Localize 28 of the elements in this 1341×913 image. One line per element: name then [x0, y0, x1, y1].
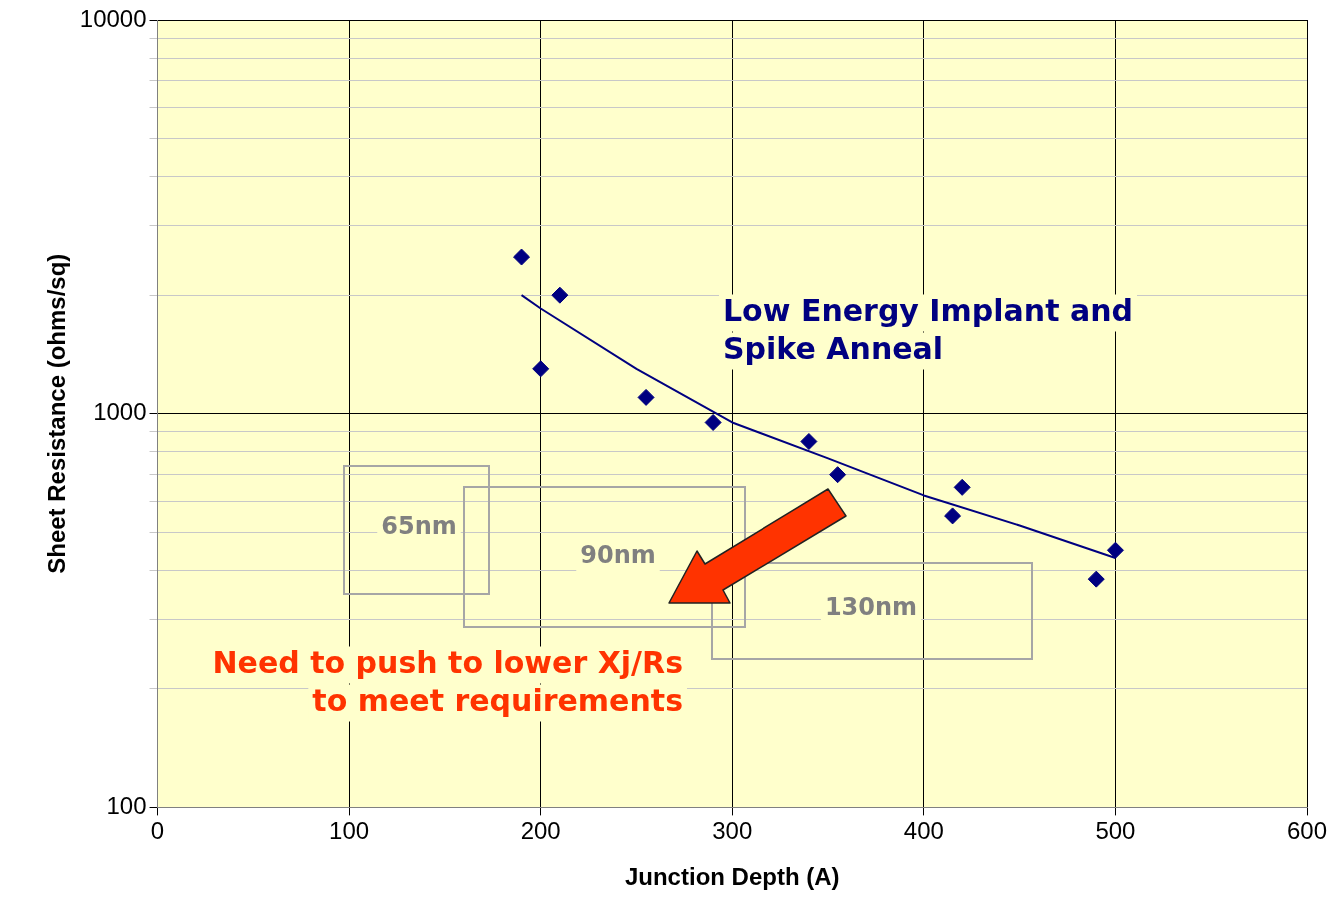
- y-tick-label: 100: [106, 792, 147, 820]
- x-tick-label: 0: [150, 817, 165, 845]
- x-axis-title: Junction Depth (A): [624, 863, 840, 891]
- point: [637, 388, 655, 406]
- point: [704, 413, 722, 431]
- point: [953, 478, 971, 496]
- annotation: 130nm: [824, 593, 918, 622]
- point: [1106, 541, 1124, 559]
- annotation: 65nm: [381, 512, 457, 541]
- annotation: 90nm: [580, 541, 656, 570]
- y-tick-label: 10000: [79, 4, 147, 32]
- y-tick-label: 1000: [93, 398, 147, 426]
- annotation: Low Energy Implant and Spike Anneal: [723, 292, 1133, 366]
- y-axis-title: Sheet Resistance (ohms/sq): [43, 253, 71, 574]
- x-tick-label: 400: [903, 817, 944, 845]
- x-tick-label: 600: [1286, 817, 1328, 845]
- x-tick-label: 200: [520, 817, 561, 845]
- x-tick-label: 500: [1095, 817, 1136, 845]
- point: [829, 466, 847, 484]
- point: [944, 507, 962, 525]
- annotation: Need to push to lower Xj/Rs to meet requirements: [212, 644, 683, 718]
- point: [532, 360, 550, 378]
- point: [551, 286, 569, 304]
- point: [800, 432, 818, 450]
- x-tick-label: 100: [329, 817, 370, 845]
- point: [1087, 570, 1105, 588]
- point: [513, 248, 531, 266]
- x-tick-label: 300: [712, 817, 753, 845]
